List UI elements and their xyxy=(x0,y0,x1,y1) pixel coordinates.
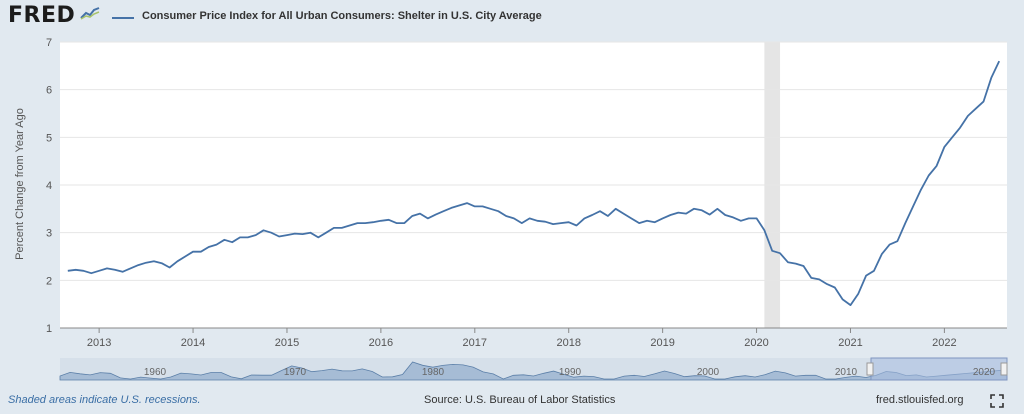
x-tick-label: 2021 xyxy=(838,337,862,349)
navigator-label: 1990 xyxy=(559,367,582,378)
x-tick-label: 2016 xyxy=(369,337,393,349)
range-navigator[interactable]: 1960 1970 1980 1990 2000 2010 2020 xyxy=(59,357,1008,381)
y-tick-label: 5 xyxy=(46,132,52,144)
navigator-labels: 1960 1970 1980 1990 2000 2010 2020 xyxy=(144,367,996,378)
y-axis-tick-labels: 1 2 3 4 5 6 7 xyxy=(46,37,52,335)
legend-series-label[interactable]: Consumer Price Index for All Urban Consu… xyxy=(142,10,542,22)
x-tick-label: 2015 xyxy=(275,337,299,349)
x-axis-tick-labels: 2013 2014 2015 2016 2017 2018 2019 2020 2021 2022 xyxy=(87,328,957,349)
navigator-label: 2000 xyxy=(697,367,720,378)
y-tick-label: 6 xyxy=(46,85,52,97)
navigator-handle-left xyxy=(866,362,874,376)
x-tick-label: 2019 xyxy=(650,337,674,349)
x-tick-label: 2013 xyxy=(87,337,111,349)
recession-note: Shaded areas indicate U.S. recessions. xyxy=(8,394,201,406)
chart-header: FRED Consumer Price Index for All Urban … xyxy=(0,0,1024,36)
navigator-handle-right xyxy=(1000,362,1008,376)
navigator-label: 2020 xyxy=(973,367,996,378)
x-tick-label: 2020 xyxy=(744,337,768,349)
navigator-label: 1960 xyxy=(144,367,167,378)
y-axis-title: Percent Change from Year Ago xyxy=(14,108,26,260)
y-tick-label: 7 xyxy=(46,37,52,49)
navigator-label: 2010 xyxy=(835,367,858,378)
navigator-label: 1970 xyxy=(284,367,307,378)
fred-logo[interactable]: FRED xyxy=(8,3,76,28)
navigator-label: 1980 xyxy=(422,367,445,378)
navigator-area xyxy=(59,361,1008,381)
y-tick-label: 4 xyxy=(46,180,52,192)
series-line xyxy=(67,60,1001,306)
x-tick-label: 2018 xyxy=(556,337,580,349)
y-tick-label: 3 xyxy=(46,228,52,240)
site-link[interactable]: fred.stlouisfed.org xyxy=(876,394,964,406)
x-tick-label: 2014 xyxy=(181,337,205,349)
legend-swatch xyxy=(112,17,134,19)
source-text: Source: U.S. Bureau of Labor Statistics xyxy=(424,394,616,406)
grid-layer xyxy=(60,41,1007,281)
y-tick-label: 1 xyxy=(46,323,52,335)
trend-line-icon xyxy=(80,6,100,20)
x-tick-label: 2022 xyxy=(932,337,956,349)
chart-area[interactable]: 1 2 3 4 5 6 7 2013 2014 2015 2016 2017 2018 2019 2020… xyxy=(0,0,1024,390)
y-tick-label: 2 xyxy=(46,275,52,287)
expand-icon[interactable] xyxy=(990,394,1004,408)
x-tick-label: 2017 xyxy=(463,337,487,349)
